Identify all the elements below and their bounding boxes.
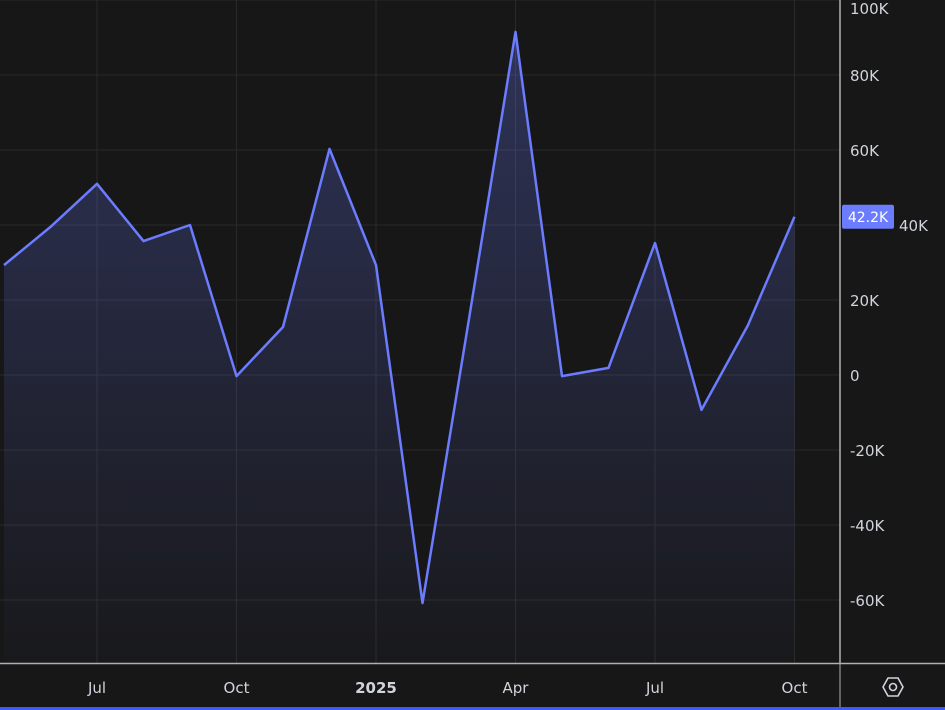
y-tick-label: 0: [850, 367, 860, 385]
x-tick-label: Apr: [503, 679, 530, 697]
y-tick-label: 20K: [850, 292, 880, 310]
y-tick-label: 60K: [850, 142, 880, 160]
y-tick-label: -60K: [850, 592, 885, 610]
y-tick-label: -40K: [850, 517, 885, 535]
time-axis[interactable]: Jul Oct 2025 Apr Jul Oct: [87, 679, 808, 697]
bottom-accent-bar: [0, 707, 945, 710]
settings-hexagon-icon[interactable]: [882, 677, 904, 697]
y-tick-label: -20K: [850, 442, 885, 460]
x-tick-label: 2025: [355, 679, 397, 697]
x-tick-label: Jul: [87, 679, 106, 697]
y-tick-label: 40K: [899, 217, 929, 235]
y-tick-label: 100K: [850, 0, 890, 18]
series-line: [3, 30, 796, 605]
y-tick-label: 80K: [850, 67, 880, 85]
last-value-label: 42.2K: [842, 204, 894, 229]
series-area: [4, 31, 795, 663]
price-axis[interactable]: 100K 80K 60K 40K 20K 0 -20K -40K -60K: [850, 0, 929, 610]
x-tick-label: Jul: [645, 679, 664, 697]
x-tick-label: Oct: [224, 679, 250, 697]
last-value-text: 42.2K: [848, 210, 889, 226]
x-tick-label: Oct: [782, 679, 808, 697]
